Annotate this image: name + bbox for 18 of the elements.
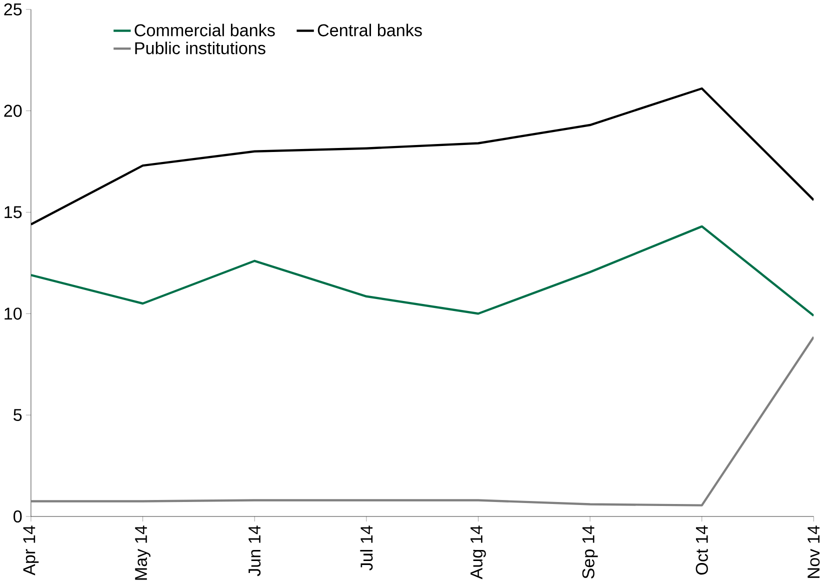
x-tick-label: Aug 14 [470, 525, 486, 579]
legend-label: Central banks [318, 24, 422, 36]
line-series [30, 225, 814, 317]
x-tick-label: Oct 14 [696, 525, 708, 574]
y-tick-label: 20 [4, 104, 22, 117]
x-tick-label: Jun 14 [248, 525, 261, 576]
y-tick-label: 15 [4, 206, 22, 218]
x-tick-label: May 14 [135, 525, 150, 580]
legend-label: Public institutions [135, 41, 266, 54]
legend-label: Commercial banks [134, 24, 275, 36]
x-tick-label: Sep 14 [582, 525, 598, 578]
y-tick-label: 10 [4, 307, 22, 320]
y-tick-label: 0 [14, 510, 22, 522]
x-tick-label: Nov 14 [808, 525, 820, 578]
x-tick-label: Apr 14 [23, 525, 39, 576]
y-tick-label: 25 [4, 3, 22, 16]
y-tick-label: 5 [14, 408, 22, 421]
x-tick-label: Jul 14 [360, 525, 373, 570]
